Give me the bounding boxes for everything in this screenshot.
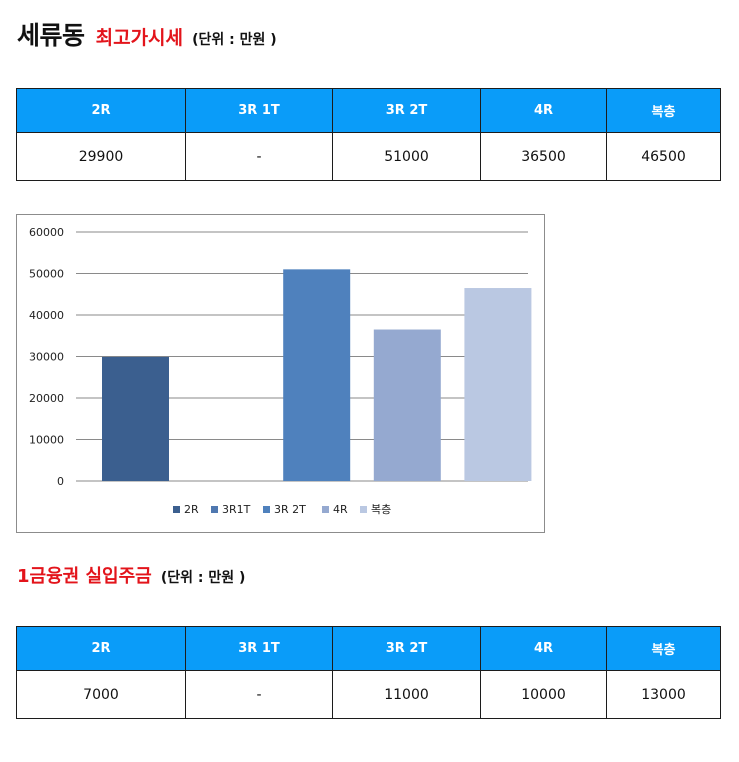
chart-canvas: 0 10000 20000 30000 40000 50000 60000 2R 3R1T 3R … — [29, 226, 532, 516]
bar-3 — [373, 329, 441, 481]
legend-swatch — [263, 506, 270, 513]
unit-label: (단위 : 만원 ) — [192, 32, 277, 48]
table-row: 7000 - 11000 10000 13000 — [16, 670, 721, 719]
table-cell: 51000 — [332, 132, 481, 181]
column-header: 2R — [16, 626, 186, 671]
table-cell: 29900 — [16, 132, 186, 181]
table-cell: 36500 — [480, 132, 607, 181]
y-tick-label: 50000 — [29, 268, 64, 281]
y-tick-label: 10000 — [29, 434, 64, 447]
y-tick-label: 0 — [57, 475, 64, 488]
y-tick-label: 60000 — [29, 226, 64, 239]
section2-heading: 1금융권 실입주금 (단위 : 만원 ) — [17, 562, 245, 588]
section1-heading: 세류동 최고가시세 (단위 : 만원 ) — [17, 16, 277, 52]
column-header: 복층 — [606, 88, 721, 133]
table-cell: 46500 — [606, 132, 721, 181]
legend-label: 3R1T — [222, 503, 251, 516]
table-cell: 11000 — [332, 670, 481, 719]
column-header: 4R — [480, 626, 607, 671]
table-header-row: 2R 3R 1T 3R 2T 4R 복층 — [16, 626, 721, 671]
unit-label: (단위 : 만원 ) — [160, 570, 246, 586]
y-tick-label: 20000 — [29, 392, 64, 405]
legend-label: 복층 — [371, 503, 391, 516]
table-cell: 10000 — [480, 670, 607, 719]
column-header: 2R — [16, 88, 186, 133]
legend-swatch — [173, 506, 180, 513]
max-price-table: 2R 3R 1T 3R 2T 4R 복층 29900 - 51000 36500… — [16, 88, 721, 181]
table-row: 29900 - 51000 36500 46500 — [16, 132, 721, 181]
column-header: 복층 — [606, 626, 721, 671]
move-in-cost-title: 1금융권 실입주금 — [17, 566, 152, 587]
legend-label: 2R — [184, 503, 199, 516]
price-bar-chart: 0 10000 20000 30000 40000 50000 60000 2R 3R1T 3R … — [16, 214, 545, 533]
legend-swatch — [211, 506, 218, 513]
table-cell: 13000 — [606, 670, 721, 719]
bar-2 — [283, 269, 351, 481]
move-in-cost-table: 2R 3R 1T 3R 2T 4R 복층 7000 - 11000 10000 … — [16, 626, 721, 719]
column-header: 3R 2T — [332, 626, 481, 671]
table-cell: - — [185, 670, 333, 719]
legend-label: 4R — [333, 503, 348, 516]
legend-swatch — [322, 506, 329, 513]
y-tick-label: 30000 — [29, 351, 64, 364]
price-type-title: 최고가시세 — [95, 27, 184, 49]
y-tick-label: 40000 — [29, 309, 64, 322]
column-header: 3R 2T — [332, 88, 481, 133]
legend-label: 3R 2T — [274, 503, 306, 516]
column-header: 4R — [480, 88, 607, 133]
table-cell: - — [185, 132, 333, 181]
bar-4 — [464, 288, 532, 481]
table-header-row: 2R 3R 1T 3R 2T 4R 복층 — [16, 88, 721, 133]
legend-swatch — [360, 506, 367, 513]
bar-0 — [102, 356, 169, 481]
column-header: 3R 1T — [185, 626, 333, 671]
table-cell: 7000 — [16, 670, 186, 719]
area-title: 세류동 — [17, 21, 85, 50]
column-header: 3R 1T — [185, 88, 333, 133]
